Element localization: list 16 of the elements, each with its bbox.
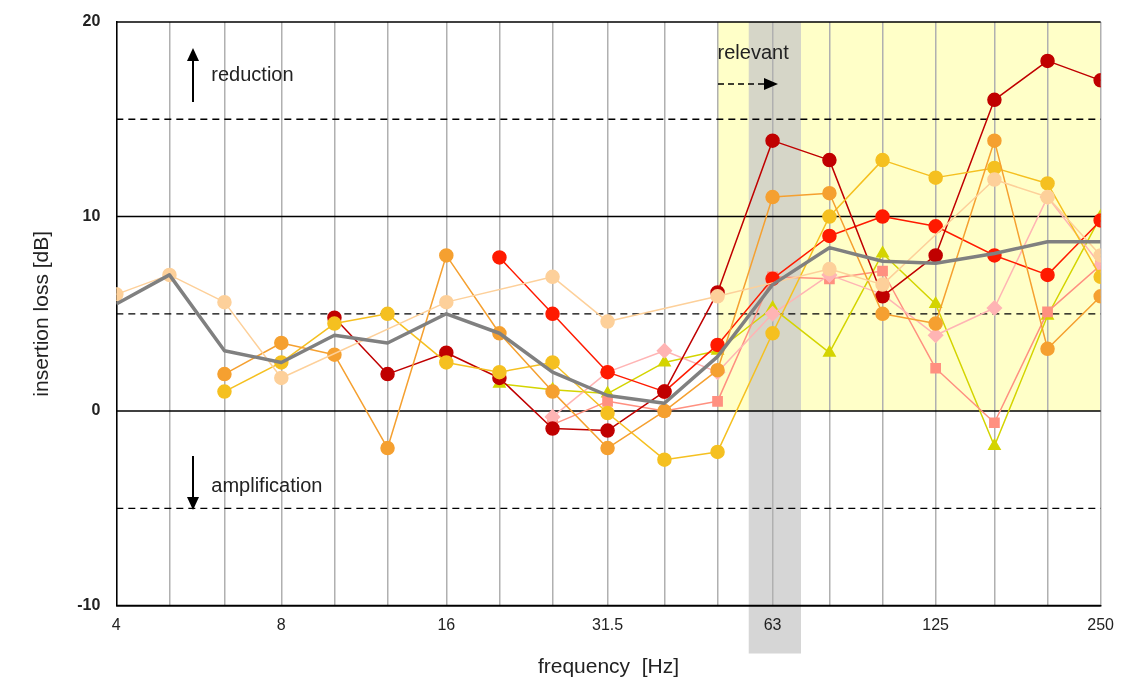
y-tick-label: 20 [82,12,101,30]
x-tick-label: 8 [276,615,286,633]
y-tick-label: -10 [77,596,101,614]
x-tick-label: 4 [111,615,121,633]
y-tick-label: 0 [91,401,101,419]
annotation: reduction [211,62,294,85]
x-tick-label: 16 [437,615,456,633]
band-label: relevant [717,40,790,63]
x-axis-title: frequency [Hz] [537,654,680,678]
x-tick-label: 63 [763,615,782,633]
y-axis-title: insertion loss [dB] [29,230,53,397]
x-tick-label: 250 [1087,615,1115,633]
annotation: amplification [211,474,323,497]
x-tick-label: 31.5 [591,615,624,633]
x-tick-label: 125 [922,615,950,633]
y-tick-label: 10 [82,206,101,224]
